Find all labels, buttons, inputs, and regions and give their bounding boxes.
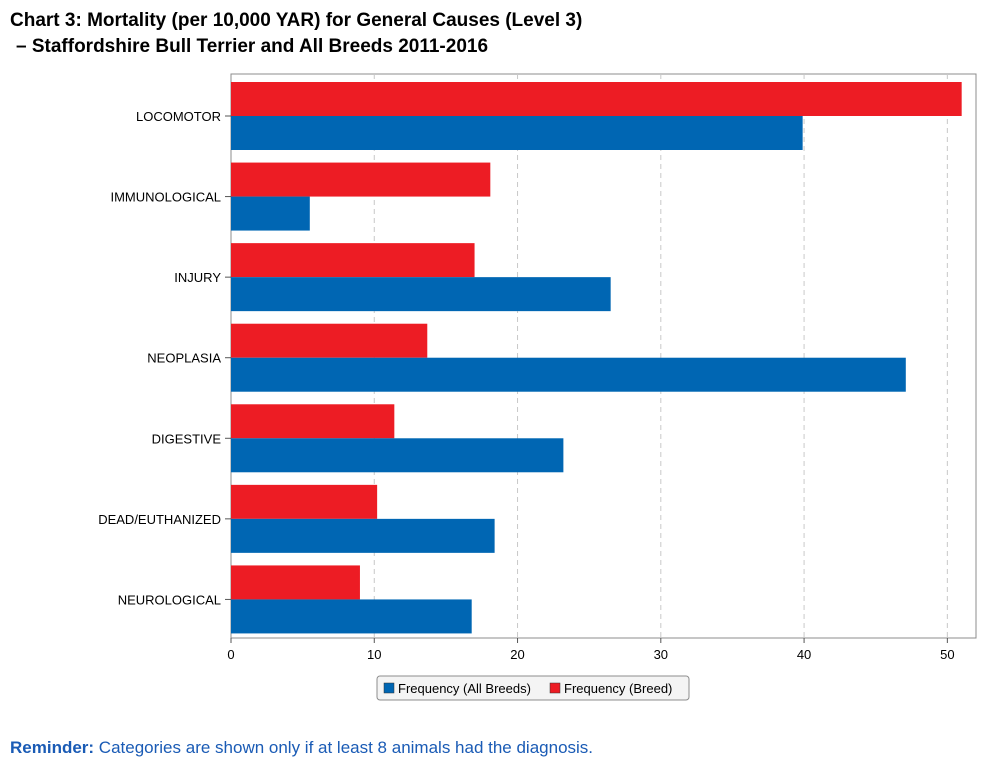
x-tick-label: 50 (940, 647, 954, 662)
legend-swatch-breed (549, 682, 561, 694)
category-label: NEOPLASIA (147, 351, 221, 366)
bar-breed (231, 565, 360, 600)
bar-breed (231, 82, 962, 116)
category-label: DIGESTIVE (152, 431, 222, 446)
x-tick-label: 30 (654, 647, 668, 662)
x-tick-label: 20 (510, 647, 524, 662)
chart-title: Chart 3: Mortality (per 10,000 YAR) for … (10, 8, 582, 60)
chart-title-line2: – Staffordshire Bull Terrier and All Bre… (16, 36, 489, 57)
chart-title-line1: Chart 3: Mortality (per 10,000 YAR) for … (10, 10, 583, 31)
category-label: IMMUNOLOGICAL (110, 190, 221, 205)
bar-breed (231, 404, 395, 439)
bar-chart: 0 10 20 30 40 50 LOCOMOTOR IMMUNOLOGICAL INJURY N… (98, 73, 977, 701)
bar-all-breeds (231, 277, 611, 312)
reminder-label: Reminder: (10, 738, 95, 757)
category-label: INJURY (174, 270, 221, 285)
legend-label-breed: Frequency (Breed) (564, 681, 672, 696)
bar-breed (231, 162, 491, 197)
category-label: LOCOMOTOR (136, 109, 221, 124)
bar-all-breeds (231, 357, 906, 392)
x-tick-label: 0 (227, 647, 234, 662)
reminder-text: Categories are shown only if at least 8 … (94, 738, 594, 757)
category-label: NEUROLOGICAL (118, 592, 221, 607)
bar-all-breeds (231, 116, 803, 150)
bar-all-breeds (231, 438, 564, 473)
legend-label-all-breeds: Frequency (All Breeds) (398, 681, 531, 696)
x-tick-label: 40 (797, 647, 811, 662)
bar-all-breeds (231, 196, 310, 231)
legend-swatch-all-breeds (383, 682, 395, 694)
category-label: DEAD/EUTHANIZED (98, 512, 221, 527)
bar-breed (231, 243, 475, 278)
bar-all-breeds (231, 518, 495, 553)
bar-breed (231, 323, 428, 358)
bar-breed (231, 484, 378, 519)
x-tick-label: 10 (367, 647, 381, 662)
legend-box (376, 675, 690, 701)
reminder-note: Reminder: Categories are shown only if a… (10, 738, 593, 758)
bar-all-breeds (231, 599, 472, 634)
